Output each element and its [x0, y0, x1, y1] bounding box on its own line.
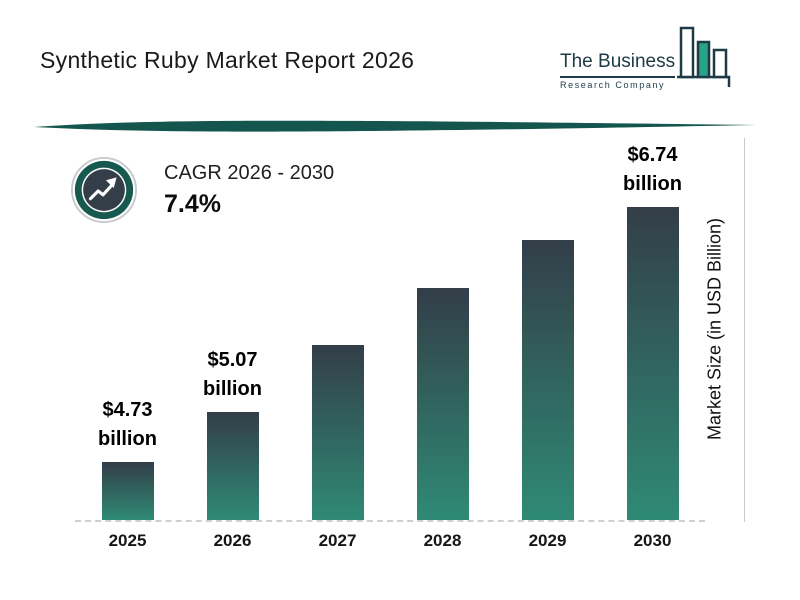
- x-axis-label-2030: 2030: [633, 531, 672, 550]
- logo-bars-icon: [677, 26, 731, 87]
- x-axis-label-2026: 2026: [213, 531, 252, 550]
- bar-2029: [521, 240, 574, 520]
- cagr-text: CAGR 2026 - 2030 7.4%: [164, 162, 334, 219]
- x-axis-label-2028: 2028: [423, 531, 462, 550]
- trend-up-icon: [70, 156, 138, 224]
- y-axis-line: [744, 138, 745, 522]
- bar-value-label-2025: $4.73 billion: [98, 399, 157, 450]
- bar-2026: [206, 412, 259, 520]
- bar-2027: [311, 345, 364, 520]
- cagr-value: 7.4%: [164, 189, 221, 218]
- logo-subtitle: Research Company: [560, 80, 666, 90]
- divider-shape: [34, 120, 756, 132]
- bar-2028: [416, 288, 469, 520]
- cagr-block: CAGR 2026 - 2030 7.4%: [70, 156, 334, 224]
- bar-value-label-2026: $5.07 billion: [203, 349, 262, 400]
- page-title: Synthetic Ruby Market Report 2026: [40, 47, 415, 74]
- y-axis-label: Market Size (in USD Billion): [704, 217, 725, 441]
- logo-text: The Business Research Company: [560, 51, 676, 90]
- bar-2030: [626, 207, 679, 520]
- bar-2025: [101, 462, 154, 520]
- bar-value-label-2030: $6.74 billion: [623, 144, 682, 195]
- divider-line: [34, 120, 756, 132]
- x-axis-label-2025: 2025: [108, 531, 147, 550]
- logo-name: The Business: [560, 51, 676, 78]
- bar-chart-plot: $4.73 billion $5.07 billion $6.74 billion: [75, 138, 705, 522]
- company-logo: The Business Research Company: [560, 24, 735, 90]
- cagr-label: CAGR 2026 - 2030: [164, 161, 335, 184]
- x-axis-label-2027: 2027: [318, 531, 357, 550]
- x-axis-label-2029: 2029: [528, 531, 567, 550]
- x-axis-labels: 2025 2026 2027 2028 2029 2030: [75, 531, 705, 555]
